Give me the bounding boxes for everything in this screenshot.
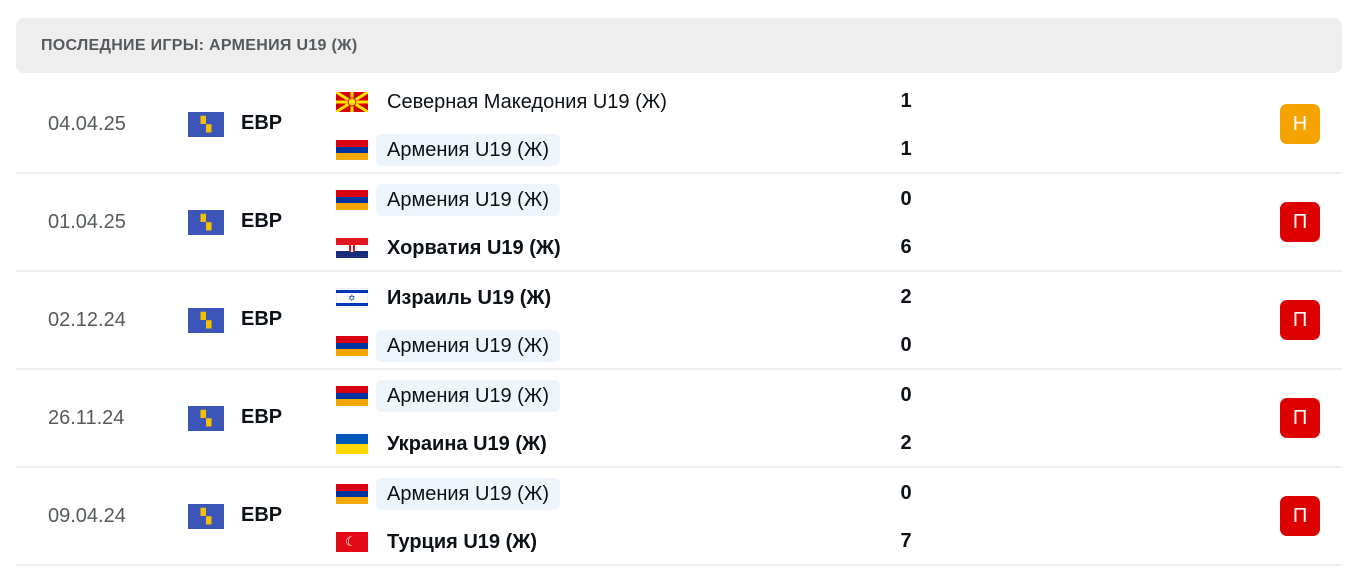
team-name[interactable]: Армения U19 (Ж) <box>376 478 560 510</box>
world-map-icon: ▚ <box>188 406 224 431</box>
team-name[interactable]: Армения U19 (Ж) <box>376 380 560 412</box>
away-score: 1 <box>900 138 912 160</box>
home-team[interactable]: ✡ Израиль U19 (Ж) <box>336 282 562 314</box>
result-badge: П <box>1280 496 1320 536</box>
match-date: 01.04.25 <box>48 211 126 233</box>
result-badge: П <box>1280 300 1320 340</box>
match-date: 26.11.24 <box>48 407 125 429</box>
away-score: 7 <box>900 530 912 552</box>
team-name[interactable]: Армения U19 (Ж) <box>376 184 560 216</box>
result-badge: Н <box>1280 104 1320 144</box>
flag-am-icon <box>336 386 368 406</box>
away-team[interactable]: Армения U19 (Ж) <box>336 134 560 166</box>
home-team[interactable]: Армения U19 (Ж) <box>336 380 560 412</box>
flag-tr-icon: ☾ <box>336 532 368 552</box>
flag-am-icon <box>336 336 368 356</box>
flag-hr-icon <box>336 238 368 258</box>
result-letter: Н <box>1292 112 1308 135</box>
result-badge: П <box>1280 398 1320 438</box>
competition[interactable]: ЕВР <box>241 406 283 428</box>
match-date: 02.12.24 <box>48 309 126 331</box>
team-name[interactable]: Северная Македония U19 (Ж) <box>387 91 667 113</box>
competition[interactable]: ЕВР <box>241 308 283 330</box>
match-date: 09.04.24 <box>48 505 126 527</box>
match-date: 04.04.25 <box>48 113 126 135</box>
home-team[interactable]: Армения U19 (Ж) <box>336 184 560 216</box>
match-row[interactable]: 04.04.25 ▚ ЕВР Северная Македония U19 (Ж… <box>16 76 1342 174</box>
team-name[interactable]: Армения U19 (Ж) <box>376 134 560 166</box>
competition[interactable]: ЕВР <box>241 112 283 134</box>
home-team[interactable]: Армения U19 (Ж) <box>336 478 560 510</box>
flag-am-icon <box>336 190 368 210</box>
flag-il-icon: ✡ <box>336 288 368 308</box>
home-score: 1 <box>900 90 912 112</box>
section-title: ПОСЛЕДНИЕ ИГРЫ: АРМЕНИЯ U19 (Ж) <box>41 36 358 54</box>
world-map-icon: ▚ <box>188 210 224 235</box>
flag-am-icon <box>336 484 368 504</box>
away-team[interactable]: Украина U19 (Ж) <box>336 428 558 460</box>
result-letter: П <box>1292 406 1308 429</box>
away-score: 6 <box>900 236 912 258</box>
away-team[interactable]: ☾ Турция U19 (Ж) <box>336 526 548 558</box>
section-header: ПОСЛЕДНИЕ ИГРЫ: АРМЕНИЯ U19 (Ж) <box>16 18 1342 73</box>
match-row[interactable]: 09.04.24 ▚ ЕВР Армения U19 (Ж) ☾ Турция U1… <box>16 468 1342 566</box>
competition[interactable]: ЕВР <box>241 504 283 526</box>
result-letter: П <box>1292 504 1308 527</box>
result-badge: П <box>1280 202 1320 242</box>
match-row[interactable]: 02.12.24 ▚ ЕВР ✡ Израиль U19 (Ж) Армения U… <box>16 272 1342 370</box>
match-row[interactable]: 01.04.25 ▚ ЕВР Армения U19 (Ж) Хорватия U… <box>16 174 1342 272</box>
world-map-icon: ▚ <box>188 308 224 333</box>
away-team[interactable]: Армения U19 (Ж) <box>336 330 560 362</box>
away-team[interactable]: Хорватия U19 (Ж) <box>336 232 572 264</box>
home-score: 0 <box>900 188 912 210</box>
home-score: 0 <box>900 384 912 406</box>
home-score: 0 <box>900 482 912 504</box>
away-score: 2 <box>900 432 912 454</box>
team-name[interactable]: Хорватия U19 (Ж) <box>387 237 561 259</box>
match-row[interactable]: 26.11.24 ▚ ЕВР Армения U19 (Ж) Украина U1… <box>16 370 1342 468</box>
team-name[interactable]: Армения U19 (Ж) <box>376 330 560 362</box>
result-letter: П <box>1292 308 1308 331</box>
home-team[interactable]: Северная Македония U19 (Ж) <box>336 86 678 118</box>
result-letter: П <box>1292 210 1308 233</box>
flag-ua-icon <box>336 434 368 454</box>
home-score: 2 <box>900 286 912 308</box>
team-name[interactable]: Турция U19 (Ж) <box>387 531 537 553</box>
flag-am-icon <box>336 140 368 160</box>
world-map-icon: ▚ <box>188 504 224 529</box>
team-name[interactable]: Украина U19 (Ж) <box>387 433 547 455</box>
away-score: 0 <box>900 334 912 356</box>
flag-mk-icon <box>336 92 368 112</box>
team-name[interactable]: Израиль U19 (Ж) <box>387 287 552 309</box>
world-map-icon: ▚ <box>188 112 224 137</box>
competition[interactable]: ЕВР <box>241 210 283 232</box>
